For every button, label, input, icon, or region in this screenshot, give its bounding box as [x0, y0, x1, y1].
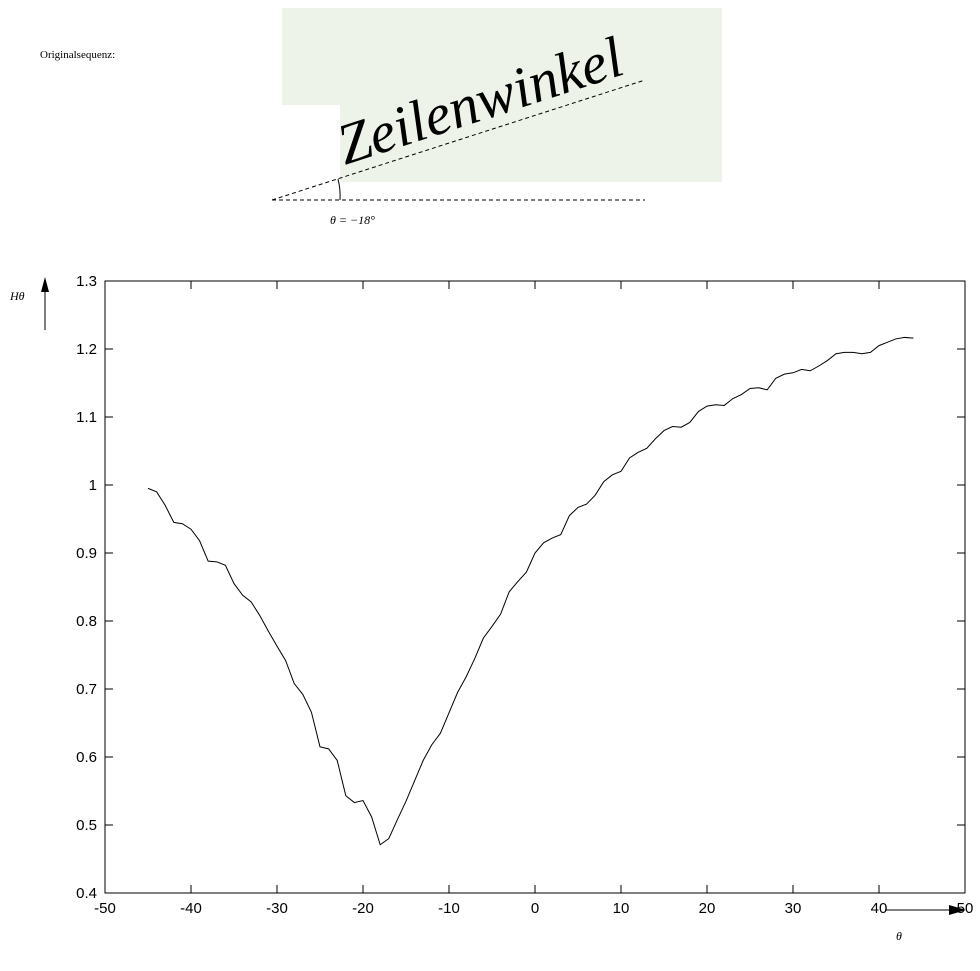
y-tick-label: 1.3	[76, 273, 97, 290]
y-tick-label: 1.1	[76, 409, 97, 426]
x-tick-label: 30	[785, 900, 802, 917]
y-tick-label: 1	[89, 477, 97, 494]
y-tick-label: 0.7	[76, 681, 97, 698]
x-tick-label: -10	[438, 900, 460, 917]
x-axis-label: θ	[896, 929, 902, 943]
angle-arc	[338, 179, 340, 200]
y-arrow-head	[41, 277, 49, 292]
x-tick-label: -20	[352, 900, 374, 917]
y-axis-label: Hθ	[9, 289, 25, 303]
y-tick-label: 0.8	[76, 613, 97, 630]
plot-frame	[105, 281, 965, 893]
x-tick-label: 10	[613, 900, 630, 917]
angle-annotation: θ = −18°	[330, 213, 375, 227]
x-tick-label: 50	[957, 900, 974, 917]
intro-label: Originalsequenz:	[40, 49, 115, 61]
y-tick-label: 1.2	[76, 341, 97, 358]
y-tick-label: 0.9	[76, 545, 97, 562]
x-tick-label: -50	[94, 900, 116, 917]
y-tick-label: 0.6	[76, 749, 97, 766]
x-tick-label: -40	[180, 900, 202, 917]
data-line	[148, 337, 913, 844]
x-tick-label: 40	[871, 900, 888, 917]
x-tick-label: -30	[266, 900, 288, 917]
x-tick-label: 0	[531, 900, 539, 917]
x-tick-label: 20	[699, 900, 716, 917]
figure: Originalsequenz: Zeilenwinkel θ = −18° H…	[0, 0, 980, 971]
y-tick-label: 0.5	[76, 817, 97, 834]
